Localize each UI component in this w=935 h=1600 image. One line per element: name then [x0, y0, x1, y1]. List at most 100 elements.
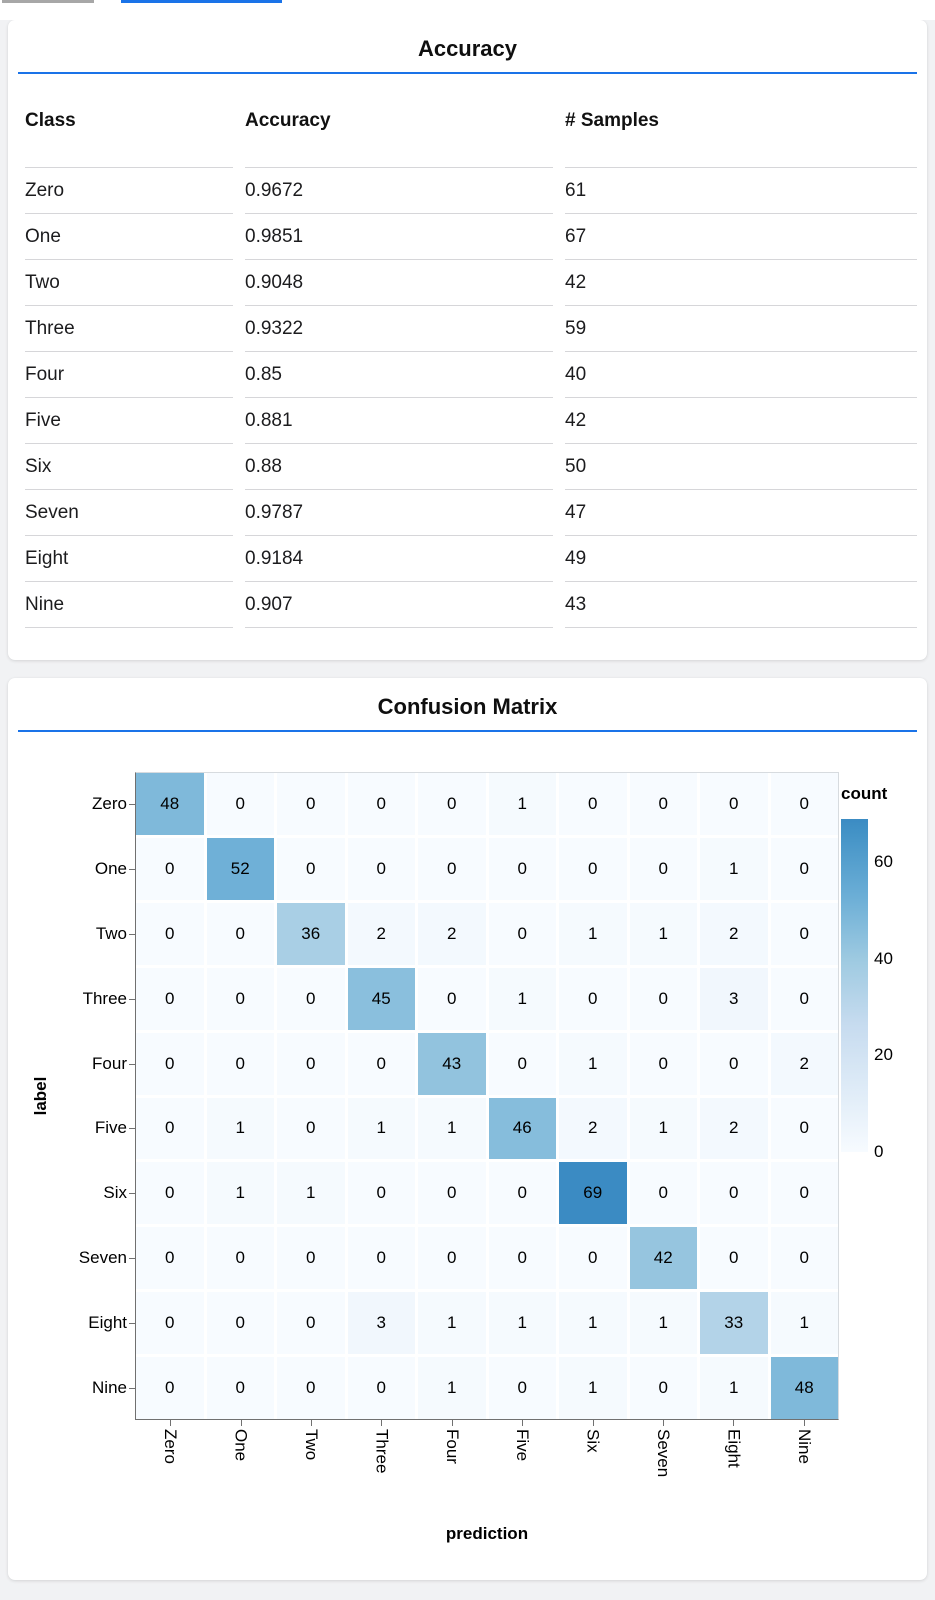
heatmap-cell: 0: [700, 773, 768, 835]
heatmap-plot-area: 48 0 0 0 0 1 0 0 0 0 0 52 0 0 0 0 0 0 1 0 0 0 36 2 2 0 1 1 2 0 0 0 0 45 0 1…: [135, 772, 839, 1420]
heatmap-cell: 48: [136, 773, 204, 835]
heatmap-cell: 1: [206, 1097, 274, 1160]
accuracy-card-title: Accuracy: [417, 36, 518, 61]
table-cell: Eight: [25, 536, 233, 582]
confusion-matrix-card: Confusion Matrix 48 0 0 0 0 1 0 0 0 0 0 52 0 0 0 0 0 0 1 0 0…: [8, 678, 927, 1580]
table-cell: 0.881: [245, 398, 553, 444]
table-cell: Seven: [25, 490, 233, 536]
heatmap-cell: 0: [206, 1292, 274, 1355]
heatmap-cell: 1: [559, 1032, 627, 1095]
heatmap-cell: 1: [629, 1097, 697, 1160]
heatmap-cell: 0: [629, 967, 697, 1030]
accuracy-table-header-row: Class Accuracy # Samples: [25, 74, 917, 168]
column-header: Accuracy: [245, 74, 553, 168]
y-tick-mark: [129, 998, 135, 1000]
heatmap-cell: 0: [206, 1227, 274, 1290]
y-tick-mark: [129, 1258, 135, 1259]
heatmap-cell: 0: [136, 967, 204, 1030]
table-cell: 43: [565, 582, 917, 628]
y-tick-label: Four: [92, 1053, 127, 1073]
table-cell: 50: [565, 444, 917, 490]
x-tick-mark: [451, 1420, 453, 1426]
x-tick-label: Eight: [724, 1429, 744, 1468]
heatmap-cell: 0: [277, 1292, 345, 1355]
heatmap-cell: 1: [488, 773, 556, 835]
table-cell: Zero: [25, 168, 233, 214]
heatmap-cell: 0: [277, 1227, 345, 1290]
heatmap-cell: 3: [347, 1292, 415, 1355]
heatmap-cell: 0: [136, 837, 204, 900]
heatmap-cell: 0: [559, 967, 627, 1030]
table-cell: Three: [25, 306, 233, 352]
y-tick-label: Six: [103, 1183, 127, 1203]
heatmap-cell: 0: [629, 1162, 697, 1225]
heatmap-cell: 43: [418, 1032, 486, 1095]
heatmap-cell: 1: [700, 1357, 768, 1419]
heatmap-cell: 0: [347, 1162, 415, 1225]
table-cell: 0.9672: [245, 168, 553, 214]
top-gray-bar: [2, 0, 94, 3]
x-tick-label: One: [231, 1429, 251, 1462]
legend-tick-label: 0: [874, 1142, 884, 1161]
table-cell: 61: [565, 168, 917, 214]
y-tick-mark: [129, 1387, 135, 1389]
heatmap-cell: 0: [277, 1097, 345, 1160]
heatmap-cell: 1: [559, 1357, 627, 1419]
y-tick-label: Nine: [92, 1377, 127, 1397]
heatmap-cell: 36: [277, 902, 345, 965]
heatmap-cell: 0: [277, 967, 345, 1030]
heatmap-cell: 0: [136, 902, 204, 965]
top-strip: [0, 0, 935, 20]
legend-tick-label: 60: [874, 852, 893, 872]
table-cell: Six: [25, 444, 233, 490]
heatmap-cell: 0: [770, 967, 838, 1030]
legend-title: count: [841, 784, 888, 803]
heatmap-cell: 1: [277, 1162, 345, 1225]
table-cell: 67: [565, 214, 917, 260]
legend-tick-label: 40: [874, 948, 893, 968]
x-tick-label: Nine: [794, 1429, 814, 1464]
table-cell: 42: [565, 260, 917, 306]
table-cell: Two: [25, 260, 233, 306]
heatmap-cell: 1: [418, 1357, 486, 1419]
confusion-matrix-title-rule: [18, 730, 917, 732]
heatmap-cell: 0: [206, 967, 274, 1030]
y-tick-label: Eight: [88, 1312, 127, 1332]
table-cell: 47: [565, 490, 917, 536]
accuracy-title-rule: [18, 72, 917, 74]
heatmap-cell: 0: [770, 1227, 838, 1290]
heatmap-cell: 0: [136, 1227, 204, 1290]
table-cell: Nine: [25, 582, 233, 628]
heatmap-cell: 1: [770, 1292, 838, 1355]
heatmap-cell: 2: [700, 902, 768, 965]
accuracy-card: Accuracy Class Accuracy # Samples Zero 0.96…: [8, 20, 927, 660]
y-tick-mark: [129, 934, 135, 935]
y-tick-mark: [129, 1063, 135, 1065]
y-axis-title: label: [31, 1077, 51, 1116]
heatmap-cell: 46: [488, 1097, 556, 1160]
table-cell: 49: [565, 536, 917, 582]
table-cell: 0.9322: [245, 306, 553, 352]
x-tick-label: Four: [442, 1429, 462, 1464]
heatmap-cell: 0: [559, 773, 627, 835]
y-tick-mark: [129, 1193, 135, 1195]
heatmap-cell: 1: [206, 1162, 274, 1225]
heatmap-cell: 1: [488, 1292, 556, 1355]
heatmap-cell: 0: [136, 1097, 204, 1160]
x-tick-mark: [381, 1420, 383, 1426]
legend-gradient-bar: [841, 819, 868, 1152]
table-cell: 0.9851: [245, 214, 553, 260]
heatmap-cell: 0: [418, 773, 486, 835]
column-header: # Samples: [565, 74, 917, 168]
heatmap-cell: 1: [559, 1292, 627, 1355]
column-header: Class: [25, 74, 233, 168]
heatmap-cell: 0: [770, 1162, 838, 1225]
heatmap-cell: 0: [770, 902, 838, 965]
heatmap-cell: 0: [206, 1357, 274, 1419]
confusion-matrix-title: Confusion Matrix: [377, 694, 558, 719]
heatmap-cell: 2: [418, 902, 486, 965]
x-tick-label: Three: [372, 1429, 392, 1474]
x-tick-mark: [803, 1420, 805, 1426]
x-tick-label: Six: [583, 1429, 603, 1453]
heatmap-cell: 2: [559, 1097, 627, 1160]
